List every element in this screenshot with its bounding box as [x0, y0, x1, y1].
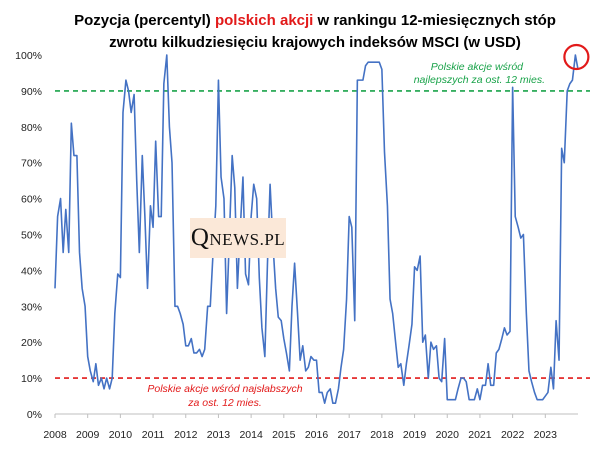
logo-rest: NEWS.PL: [209, 230, 286, 249]
chart-title-part-1: Pozycja (percentyl): [74, 12, 215, 29]
x-tick-label: 2016: [305, 429, 329, 441]
x-tick-label: 2013: [207, 429, 231, 441]
series-layer: [54, 54, 579, 405]
x-tick-label: 2018: [370, 429, 394, 441]
x-tick-label: 2015: [272, 429, 296, 441]
x-tick-label: 2023: [534, 429, 558, 441]
x-tick-label: 2008: [43, 429, 67, 441]
x-tick-label: 2012: [174, 429, 198, 441]
x-tick-label: 2014: [239, 429, 263, 441]
x-tick-label: 2010: [109, 429, 133, 441]
bottom-reference-label: za ost. 12 mies.: [187, 397, 262, 409]
chart-title-line-1: Pozycja (percentyl) polskich akcji w ran…: [74, 12, 556, 29]
y-tick-label: 60%: [21, 194, 42, 206]
qnews-logo: QNEWS.PL: [190, 218, 286, 258]
y-tick-label: 50%: [21, 230, 42, 242]
y-tick-label: 20%: [21, 337, 42, 349]
y-tick-label: 100%: [15, 50, 42, 62]
x-tick-label: 2011: [142, 429, 165, 441]
y-tick-label: 90%: [21, 86, 42, 98]
chart-title-part-3: w rankingu 12-miesięcznych stóp: [313, 12, 556, 29]
top-reference-label: Polskie akcje wśród: [431, 61, 524, 73]
bottom-reference-label: Polskie akcje wśród najsłabszych: [147, 383, 302, 395]
series-line: [54, 54, 579, 405]
x-tick-label: 2017: [338, 429, 362, 441]
y-tick-label: 80%: [21, 122, 42, 134]
reference-lines: [55, 90, 590, 379]
chart-title-accent: polskich akcji: [215, 12, 313, 29]
x-tick-label: 2021: [468, 429, 492, 441]
logo-letter: Q: [190, 224, 210, 251]
y-tick-label: 70%: [21, 158, 42, 170]
x-tick-label: 2009: [76, 429, 100, 441]
y-tick-label: 40%: [21, 265, 42, 277]
axis-layer: 0% 10% 20% 30% 40% 50% 60% 70% 80% 90% 100% 2008 200…: [15, 50, 578, 441]
x-tick-label: 2019: [403, 429, 427, 441]
x-tick-label: 2022: [501, 429, 525, 441]
chart-title-line-2: zwrotu kilkudziesięciu krajowych indeksó…: [109, 34, 521, 51]
highlight-circle: [563, 43, 590, 71]
x-tick-label: 2020: [436, 429, 460, 441]
y-tick-label: 30%: [21, 301, 42, 313]
y-tick-label: 10%: [21, 373, 42, 385]
top-reference-label: najlepszych za ost. 12 mies.: [414, 74, 545, 86]
y-tick-label: 0%: [27, 409, 42, 421]
